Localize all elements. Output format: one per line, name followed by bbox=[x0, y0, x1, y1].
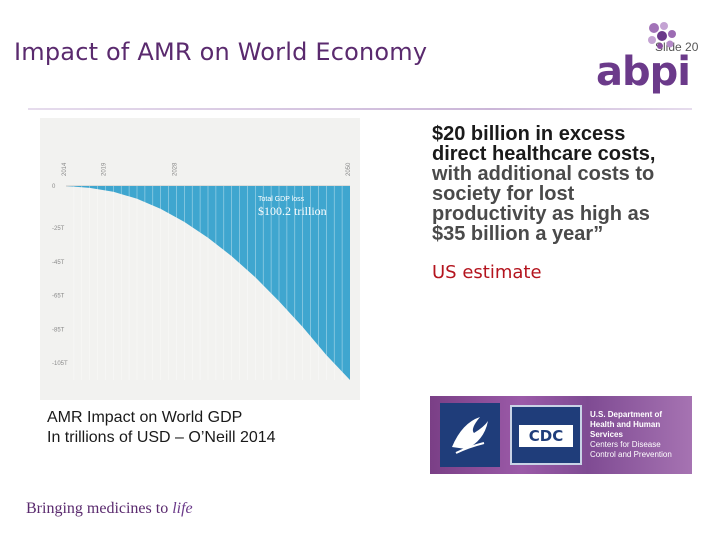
abpi-logo-text: abpi bbox=[596, 49, 691, 95]
chart-grid-lines bbox=[73, 186, 343, 380]
us-estimate-label: US estimate bbox=[432, 262, 542, 283]
footer-tagline: Bringing medicines to life bbox=[26, 500, 193, 518]
caption-line-1: AMR Impact on World GDP bbox=[47, 409, 243, 426]
cdc-logo: CDC bbox=[510, 405, 582, 465]
hhs-dept-line-2: Health and Human Services bbox=[590, 420, 661, 439]
hhs-dept-line-1: U.S. Department of bbox=[590, 410, 663, 419]
slide-title: Impact of AMR on World Economy bbox=[14, 38, 428, 66]
caption-line-2: In trillions of USD – O’Neill 2014 bbox=[47, 429, 276, 446]
y-tick-label: -105T bbox=[52, 361, 68, 367]
cdc-center-line-2: Control and Prevention bbox=[590, 450, 672, 459]
annotation-value: $100.2 trillion bbox=[258, 204, 327, 218]
abpi-flower-icon bbox=[648, 22, 676, 49]
cdc-center-line-1: Centers for Disease bbox=[590, 440, 661, 449]
hhs-eagle-icon bbox=[452, 417, 488, 454]
footer-life: life bbox=[172, 500, 193, 517]
y-tick-label: 0 bbox=[52, 184, 56, 190]
cdc-hhs-banner: CDC U.S. Department of Health and Human … bbox=[430, 396, 692, 474]
quote-rest: with additional costs to society for los… bbox=[432, 163, 655, 245]
x-tick-label: 2050 bbox=[346, 162, 352, 176]
annotation-label: Total GDP loss bbox=[258, 196, 305, 203]
hhs-text-block: U.S. Department of Health and Human Serv… bbox=[590, 410, 690, 460]
y-tick-label: -25T bbox=[52, 226, 65, 232]
x-tick-label: 2019 bbox=[101, 162, 107, 176]
cost-quote: $20 billion in excess direct healthcare … bbox=[432, 124, 682, 244]
slide-number: Slide 20 bbox=[655, 40, 699, 54]
footer-prefix: Bringing medicines to bbox=[26, 500, 173, 517]
gdp-chart-panel: 2014 2019 2028 2050 0 -25T -45T -65T -85T -105T … bbox=[40, 118, 360, 400]
y-tick-label: -65T bbox=[52, 294, 65, 300]
hhs-seal bbox=[440, 403, 500, 467]
x-tick-label: 2014 bbox=[62, 162, 68, 176]
chart-caption: AMR Impact on World GDP In trillions of … bbox=[47, 408, 276, 448]
x-tick-label: 2028 bbox=[172, 162, 178, 176]
gdp-loss-chart: 2014 2019 2028 2050 0-25T-45T-65T-85T-105T … bbox=[52, 162, 352, 380]
cdc-logo-text: CDC bbox=[519, 425, 573, 447]
quote-lead: $20 billion in excess direct healthcare … bbox=[432, 123, 656, 165]
header-divider bbox=[28, 108, 692, 110]
y-tick-label: -85T bbox=[52, 327, 65, 333]
y-tick-label: -45T bbox=[52, 260, 65, 266]
abpi-logo-mark bbox=[648, 22, 676, 49]
